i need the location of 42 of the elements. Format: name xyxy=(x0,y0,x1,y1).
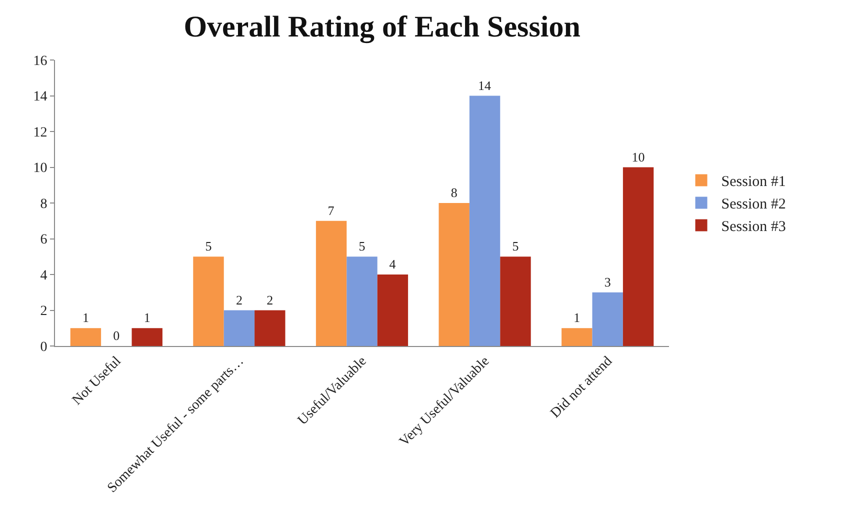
bar xyxy=(254,310,286,346)
y-tick-label: 8 xyxy=(40,196,48,212)
data-label: 3 xyxy=(604,274,611,290)
bar xyxy=(592,292,623,346)
legend-label: Session #3 xyxy=(721,219,786,236)
y-tick-label: 2 xyxy=(40,304,48,320)
data-label: 5 xyxy=(205,238,212,254)
data-label: 7 xyxy=(328,202,335,218)
y-tick-label: 16 xyxy=(33,54,48,69)
data-label: 1 xyxy=(82,310,89,326)
data-label: 8 xyxy=(450,185,458,200)
data-label: 5 xyxy=(358,238,366,254)
legend-label: Session #2 xyxy=(721,196,786,213)
data-label: 1 xyxy=(144,310,150,326)
chart-title: Overall Rating of Each Session xyxy=(184,10,581,44)
y-tick-label: 4 xyxy=(40,268,48,284)
data-label: 1 xyxy=(574,310,580,326)
data-label: 0 xyxy=(113,328,120,343)
data-label: 2 xyxy=(236,292,242,308)
bar xyxy=(70,328,102,346)
bar xyxy=(377,274,408,346)
bar xyxy=(469,96,500,346)
y-tick-label: 0 xyxy=(40,340,48,355)
bar xyxy=(438,203,470,346)
data-label: 2 xyxy=(266,292,274,308)
y-tick-label: 6 xyxy=(40,232,48,248)
bar xyxy=(132,328,162,346)
bar xyxy=(316,220,347,346)
y-tick-label: 10 xyxy=(33,161,48,176)
y-tick-label: 14 xyxy=(33,90,48,105)
data-label: 4 xyxy=(389,256,396,272)
bar xyxy=(562,328,592,346)
data-label: 5 xyxy=(512,238,519,254)
bar xyxy=(193,256,224,346)
bar xyxy=(346,256,378,346)
data-label: 10 xyxy=(632,149,645,164)
bar xyxy=(622,167,654,346)
y-tick-label: 12 xyxy=(33,125,48,140)
bar xyxy=(224,310,255,346)
data-label: 14 xyxy=(478,78,492,93)
bar xyxy=(500,256,531,346)
legend-label: Session #1 xyxy=(721,174,786,190)
